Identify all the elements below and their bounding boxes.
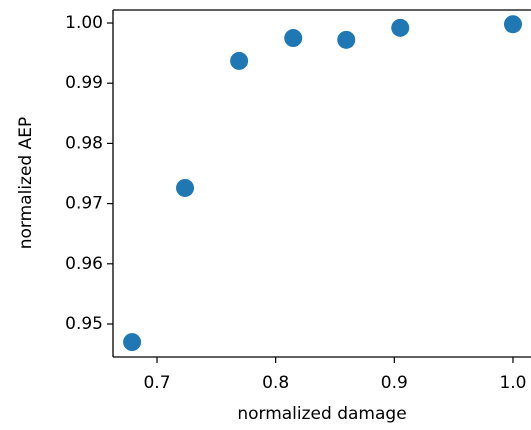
y-tick-label: 0.98	[65, 133, 103, 153]
scatter-point	[391, 18, 410, 37]
y-axis-label: normalized AEP	[16, 117, 36, 250]
scatter-point	[503, 15, 522, 34]
scatter-point	[176, 178, 195, 197]
y-tick-label: 1.00	[65, 13, 103, 33]
y-tick-label: 0.97	[65, 194, 103, 214]
y-tick-label: 0.99	[65, 73, 103, 93]
x-axis-label: normalized damage	[237, 404, 406, 424]
x-tick-label: 1.0	[499, 373, 526, 393]
y-tick-label: 0.96	[65, 254, 103, 274]
x-tick-label: 0.8	[262, 373, 289, 393]
x-tick-label: 0.7	[143, 373, 170, 393]
y-tick-label: 0.95	[65, 314, 103, 334]
scatter-point	[284, 29, 303, 48]
scatter-point	[230, 51, 249, 70]
scatter-point	[337, 30, 356, 49]
scatter-point	[123, 333, 142, 352]
x-tick-label: 0.9	[381, 373, 408, 393]
